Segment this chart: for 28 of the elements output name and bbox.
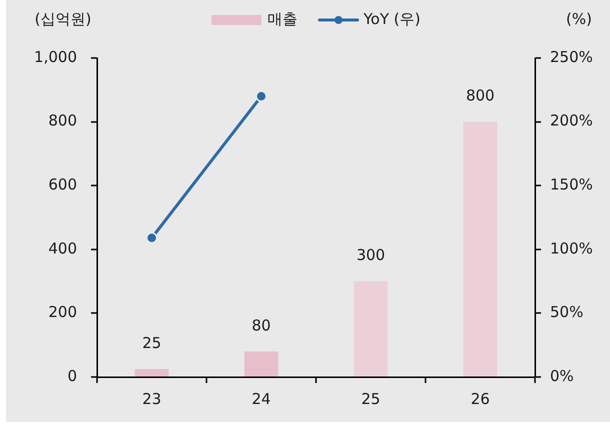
bar — [134, 369, 169, 376]
x-tick-label: 25 — [361, 390, 380, 408]
y-axis-title: (십억원) — [34, 10, 92, 28]
x-tick-label: 26 — [470, 390, 490, 408]
y2-tick-label: 0% — [550, 366, 574, 385]
y2-tick-label: 50% — [550, 303, 584, 322]
x-tick-label: 23 — [142, 390, 162, 408]
data-label: 25 — [142, 334, 162, 352]
legend-label: YoY (우) — [362, 10, 420, 28]
y2-tick-label: 200% — [550, 112, 593, 130]
data-label: 300 — [356, 246, 386, 264]
y-tick-label: 200 — [48, 303, 77, 322]
legend-label: 매출 — [268, 10, 298, 28]
y2-tick-label: 100% — [550, 239, 593, 258]
y2-tick-label: 250% — [550, 48, 593, 66]
bar — [463, 122, 498, 376]
data-label: 80 — [252, 316, 271, 334]
y-tick-label: 400 — [48, 239, 77, 258]
y-tick-label: 1,000 — [34, 48, 77, 66]
y-tick-label: 0 — [67, 366, 77, 385]
y2-axis-title: (%) — [566, 10, 592, 28]
data-label: 800 — [466, 86, 495, 105]
bar — [354, 281, 388, 376]
y2-tick-label: 150% — [550, 175, 593, 194]
bar — [244, 351, 278, 376]
y-tick-label: 600 — [48, 175, 77, 194]
x-tick-label: 24 — [252, 390, 271, 408]
y-tick-label: 800 — [48, 112, 77, 130]
